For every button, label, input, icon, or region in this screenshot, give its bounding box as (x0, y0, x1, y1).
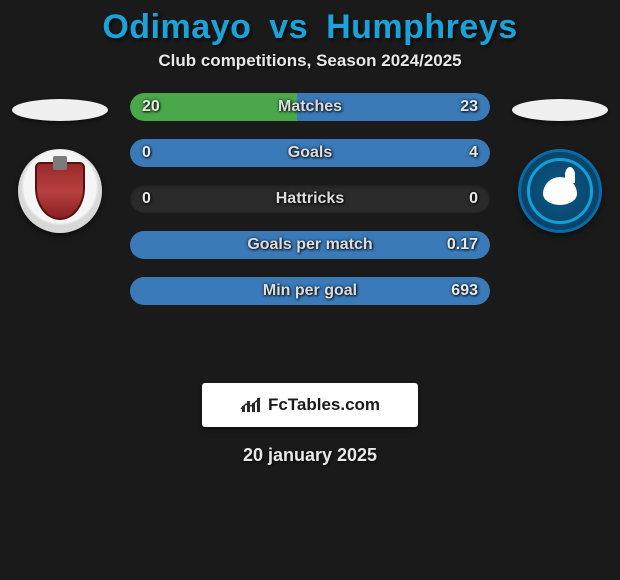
right-nation-ellipse (512, 99, 608, 121)
stat-value-right: 693 (451, 282, 478, 300)
stat-label: Goals per match (247, 236, 372, 254)
stat-label: Min per goal (263, 282, 357, 300)
attribution-text: FcTables.com (268, 395, 380, 415)
stat-label: Hattricks (276, 190, 344, 208)
stat-value-left: 0 (142, 144, 151, 162)
subtitle: Club competitions, Season 2024/2025 (0, 51, 620, 71)
stat-label: Goals (288, 144, 332, 162)
stat-value-right: 0.17 (447, 236, 478, 254)
right-column (500, 93, 620, 233)
attribution-box: FcTables.com (202, 383, 418, 427)
comparison-body: 20 Matches 23 0 Goals 4 0 Hattricks 0 Goals per m… (0, 93, 620, 363)
shield-icon (35, 162, 85, 220)
stat-row: 0 Hattricks 0 (130, 185, 490, 213)
stat-value-right: 4 (469, 144, 478, 162)
vs-separator: vs (269, 8, 308, 46)
bar-chart-icon (240, 396, 262, 414)
stat-value-left: 0 (142, 190, 151, 208)
date-text: 20 january 2025 (0, 445, 620, 466)
stat-value-left: 20 (142, 98, 160, 116)
player2-name: Humphreys (326, 8, 518, 46)
stat-row: Goals per match 0.17 (130, 231, 490, 259)
left-nation-ellipse (12, 99, 108, 121)
player1-name: Odimayo (102, 8, 251, 46)
stat-row: 0 Goals 4 (130, 139, 490, 167)
stats-table: 20 Matches 23 0 Goals 4 0 Hattricks 0 Goals per m… (130, 93, 490, 305)
infographic-root: Odimayo vs Humphreys Club competitions, … (0, 0, 620, 466)
stat-value-right: 23 (460, 98, 478, 116)
stat-value-right: 0 (469, 190, 478, 208)
stat-row: Min per goal 693 (130, 277, 490, 305)
stat-row: 20 Matches 23 (130, 93, 490, 121)
swan-icon (543, 177, 577, 205)
left-club-badge (18, 149, 102, 233)
left-column (0, 93, 120, 233)
right-club-badge (518, 149, 602, 233)
stat-label: Matches (278, 98, 342, 116)
page-title: Odimayo vs Humphreys (0, 8, 620, 47)
